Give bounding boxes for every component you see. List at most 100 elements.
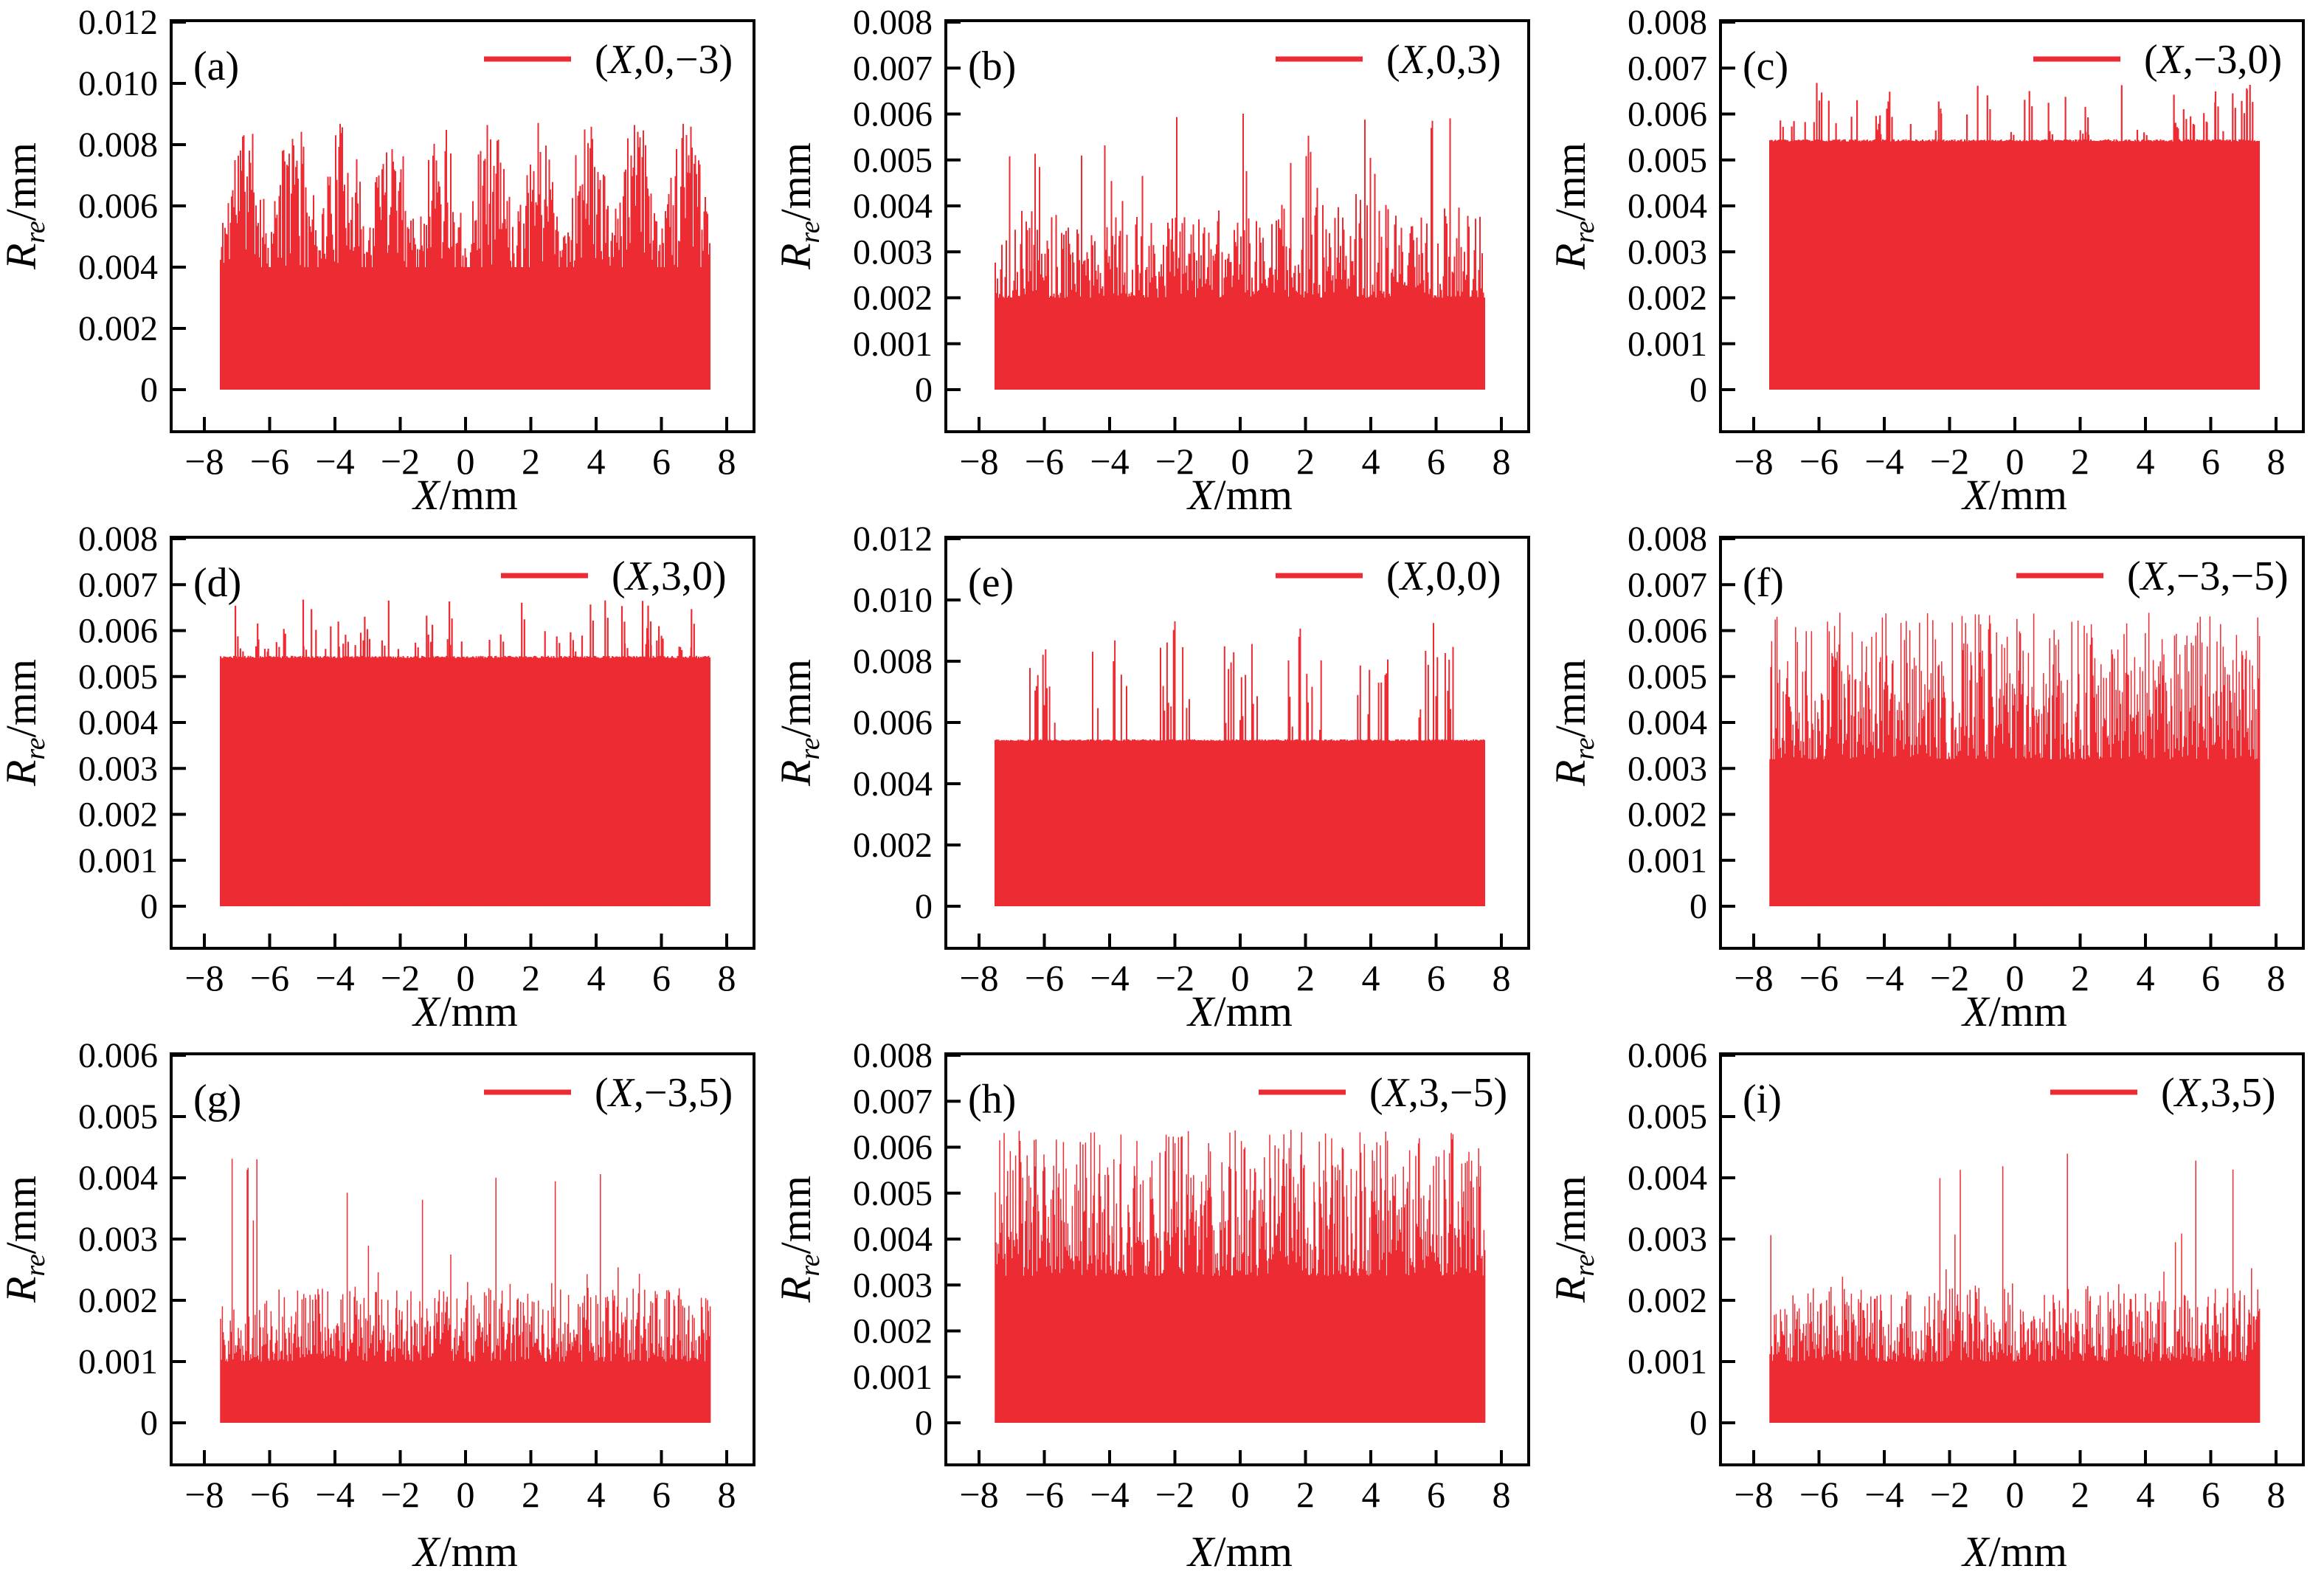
- panel-label: (f): [1743, 560, 1784, 606]
- x-tick-label: −8: [1734, 957, 1773, 998]
- x-axis-title: X/mm: [1961, 471, 2067, 517]
- x-tick-label: −4: [1864, 957, 1903, 998]
- y-tick-label: 0.004: [78, 1159, 158, 1198]
- panel-label: (e): [968, 560, 1014, 606]
- legend-label: (X,−3,5): [595, 1070, 733, 1116]
- y-tick-label: 0: [1690, 1404, 1707, 1443]
- x-tick-label: 6: [652, 441, 671, 482]
- y-tick-label: 0.002: [1628, 796, 1707, 835]
- x-tick-label: 8: [2267, 441, 2286, 482]
- x-tick-label: 6: [1427, 957, 1445, 998]
- x-tick-label: 4: [1362, 1474, 1380, 1515]
- series-spikes: [995, 621, 1485, 906]
- series-spikes: [1780, 83, 2254, 390]
- legend-label: (X,3,5): [2161, 1070, 2276, 1116]
- axis-frame: [944, 536, 1530, 950]
- x-tick-label: −4: [1090, 441, 1129, 482]
- x-tick-label: 2: [522, 957, 540, 998]
- y-tick-label: 0.005: [1628, 141, 1707, 180]
- y-tick-label: 0.005: [78, 1097, 158, 1136]
- x-tick-label: −6: [1799, 957, 1839, 998]
- x-tick-label: 4: [1362, 441, 1380, 482]
- x-tick-label: −4: [315, 957, 354, 998]
- panel-label: (b): [968, 44, 1016, 89]
- y-tick-label: 0.004: [78, 248, 158, 287]
- x-tick-label: −8: [184, 957, 224, 998]
- x-tick-label: 0: [457, 1474, 475, 1515]
- x-tick-label: −2: [1155, 1474, 1194, 1515]
- axis-frame: [1719, 19, 2305, 433]
- x-tick-label: 4: [2137, 1474, 2155, 1515]
- y-tick-label: 0.002: [78, 1281, 158, 1320]
- x-tick-label: −8: [959, 441, 998, 482]
- x-tick-label: 8: [718, 1474, 736, 1515]
- chart-b-canvas: 0 0.001 0.002 0.003 0.004 0.005 0.006 0.007 0.00…: [775, 3, 1530, 517]
- x-tick-label: 0: [457, 957, 475, 998]
- x-tick-label: 8: [2267, 1474, 2286, 1515]
- y-axis-title: Rre/mm: [0, 142, 51, 270]
- y-axis-title: Rre/mm: [775, 1176, 826, 1303]
- panel-label: (i): [1743, 1077, 1782, 1122]
- x-tick-label: 2: [2071, 441, 2089, 482]
- y-tick-label: 0.007: [853, 1082, 933, 1121]
- x-tick-label: 4: [2137, 441, 2155, 482]
- y-tick-label: 0: [915, 887, 933, 926]
- chart-a-canvas: 0 0.002 0.004 0.006 0.008 0.010 0.012 −8 −6 −4 −2 0…: [0, 3, 755, 517]
- chart-g-canvas: 0 0.001 0.002 0.003 0.004 0.005 0.006 −8 −6 −4 −2 0…: [0, 1036, 755, 1576]
- panel-label: (a): [193, 44, 239, 89]
- axis-frame: [944, 1052, 1530, 1466]
- x-tick-label: −8: [1734, 1474, 1773, 1515]
- chart-d-canvas: 0 0.001 0.002 0.003 0.004 0.005 0.006 0.007 0.00…: [0, 520, 755, 1033]
- y-tick-label: 0.003: [1628, 1220, 1707, 1259]
- x-tick-label: 8: [2267, 957, 2286, 998]
- y-tick-label: 0: [140, 887, 158, 926]
- y-tick-label: 0.004: [78, 703, 158, 742]
- legend-label: (X,−3,0): [2144, 37, 2282, 83]
- x-tick-label: −6: [1025, 441, 1064, 482]
- y-tick-label: 0.005: [1628, 1097, 1707, 1136]
- x-tick-label: −2: [1930, 441, 1969, 482]
- x-tick-label: 2: [2071, 1474, 2089, 1515]
- y-tick-label: 0.007: [853, 49, 933, 88]
- legend-label: (X,0,0): [1386, 553, 1501, 599]
- x-tick-label: 6: [2202, 441, 2220, 482]
- series-spikes: [995, 1130, 1486, 1423]
- x-tick-label: 6: [652, 957, 671, 998]
- x-tick-label: 0: [2006, 957, 2024, 998]
- x-tick-label: −2: [1155, 957, 1194, 998]
- x-axis-title: X/mm: [412, 471, 518, 517]
- y-tick-label: 0.004: [1628, 1159, 1707, 1198]
- y-axis-title: Rre/mm: [0, 1176, 51, 1303]
- chart-i-canvas: 0 0.001 0.002 0.003 0.004 0.005 0.006 −8 −6 −4 −2 0…: [1549, 1036, 2305, 1576]
- series-spikes: [1769, 613, 2261, 906]
- y-tick-label: 0: [915, 370, 933, 410]
- chart-panel-h: 0 0.001 0.002 0.003 0.004 0.005 0.006 0.007 0.00…: [775, 1033, 1549, 1580]
- y-tick-label: 0.008: [853, 3, 933, 42]
- x-tick-label: −2: [1930, 1474, 1969, 1515]
- y-tick-label: 0.002: [1628, 1281, 1707, 1320]
- x-tick-label: 6: [1427, 1474, 1445, 1515]
- x-tick-label: 8: [1493, 1474, 1511, 1515]
- axis-frame: [1719, 1052, 2305, 1466]
- series-spikes: [995, 114, 1485, 390]
- x-tick-label: −6: [250, 1474, 289, 1515]
- y-tick-label: 0: [140, 370, 158, 410]
- y-tick-label: 0.003: [1628, 232, 1707, 272]
- x-tick-label: 4: [587, 1474, 606, 1515]
- x-axis-title: X/mm: [1186, 1528, 1293, 1576]
- x-tick-label: 0: [457, 441, 475, 482]
- x-tick-label: 0: [1231, 441, 1250, 482]
- panel-label: (d): [193, 560, 241, 606]
- y-tick-label: 0.010: [78, 64, 158, 103]
- x-tick-label: −2: [1930, 957, 1969, 998]
- y-tick-label: 0.002: [1628, 279, 1707, 318]
- series-spikes: [235, 599, 695, 906]
- y-axis-title: Rre/mm: [1549, 142, 1600, 270]
- y-axis-title: Rre/mm: [0, 659, 51, 787]
- y-tick-label: 0: [915, 1404, 933, 1443]
- x-tick-label: −8: [959, 957, 998, 998]
- x-axis-title: X/mm: [412, 1528, 518, 1576]
- y-axis-title: Rre/mm: [775, 142, 826, 270]
- y-tick-label: 0.004: [853, 1220, 933, 1259]
- chart-panel-c: 0 0.001 0.002 0.003 0.004 0.005 0.006 0.007 0.00…: [1549, 0, 2324, 517]
